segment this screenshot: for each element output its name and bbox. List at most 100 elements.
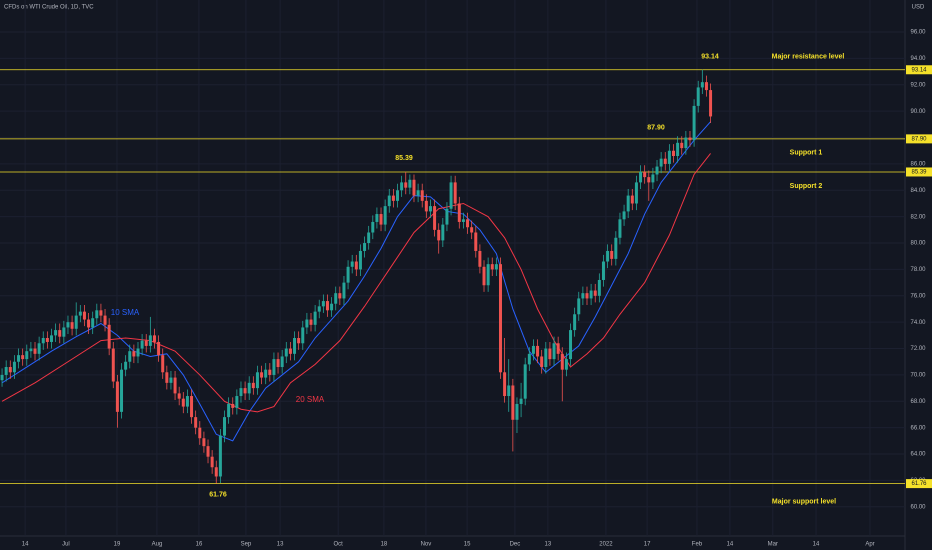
candle-body (107, 324, 111, 349)
candle-body (643, 171, 647, 178)
candle-body (99, 310, 103, 316)
candle-body (527, 353, 531, 365)
candle-body (490, 264, 494, 270)
candle-body (276, 359, 280, 368)
candle-body (301, 327, 305, 344)
candle-body (416, 190, 420, 196)
candle-body (181, 398, 185, 407)
level-name-label: Major support level (772, 498, 836, 505)
candle-body (494, 264, 498, 270)
candle-body (601, 261, 605, 280)
candle-body (610, 250, 614, 259)
candle-body (700, 82, 704, 88)
candle-body (185, 396, 189, 407)
candle-body (515, 403, 519, 420)
candle-body (140, 340, 144, 349)
x-tick-label: 14 (727, 542, 734, 548)
x-tick-label: 18 (381, 542, 388, 548)
candle-body (111, 348, 115, 382)
price-tag (906, 65, 932, 75)
candle-body (202, 438, 206, 447)
price-tag (906, 479, 932, 489)
candle-body (647, 177, 651, 183)
y-tick-label: 82.00 (910, 214, 926, 220)
candle-body (552, 343, 556, 360)
candle-body (428, 206, 432, 212)
level-value-label: 61.76 (209, 491, 227, 498)
candle-body (29, 348, 33, 352)
candle-body (91, 318, 95, 328)
candle-body (231, 403, 235, 408)
candle-body (338, 293, 342, 299)
candle-body (548, 348, 552, 360)
candle-body (507, 385, 511, 397)
candle-body (383, 206, 387, 225)
y-tick-label: 84.00 (910, 188, 926, 194)
candle-body (540, 356, 544, 368)
candle-body (45, 338, 49, 342)
currency-label: USD (912, 5, 925, 11)
x-tick-label: 13 (545, 542, 552, 548)
candle-body (371, 221, 375, 233)
candle-body (667, 150, 671, 164)
candle-body (536, 345, 540, 357)
candle-body (210, 456, 214, 468)
candle-body (466, 219, 470, 228)
candle-body (358, 250, 362, 270)
candle-body (391, 195, 395, 201)
candle-body (363, 243, 367, 251)
price-tag (906, 134, 932, 144)
candle-body (313, 311, 317, 325)
candle-body (618, 219, 622, 238)
x-tick-label: 15 (464, 542, 471, 548)
candle-body (470, 227, 474, 233)
candle-body (264, 369, 268, 378)
candle-body (33, 348, 37, 354)
y-tick-label: 68.00 (910, 399, 926, 405)
candle-body (173, 377, 177, 394)
candle-body (622, 211, 626, 220)
candle-body (49, 335, 53, 342)
candle-body (676, 142, 680, 157)
candle-body (260, 372, 264, 378)
candle-body (564, 359, 568, 370)
level-name-label: Major resistance level (772, 54, 845, 61)
candle-body (589, 290, 593, 299)
candle-body (606, 250, 610, 262)
candle-body (342, 282, 346, 299)
candle-body (396, 190, 400, 201)
candle-body (280, 356, 284, 368)
level-value-label: 85.39 (395, 155, 413, 162)
x-tick-label: Apr (865, 542, 874, 548)
candle-body (78, 311, 82, 316)
candle-body (115, 381, 119, 412)
candle-body (659, 158, 663, 167)
candle-body (671, 150, 675, 157)
candle-body (103, 315, 107, 325)
candle-body (453, 182, 457, 204)
x-tick-label: 16 (196, 542, 203, 548)
candle-body (161, 355, 165, 373)
candle-body (573, 314, 577, 331)
candle-body (474, 232, 478, 251)
candle-body (4, 367, 8, 375)
candle-body (597, 279, 601, 296)
x-tick-label: 2022 (599, 542, 613, 548)
candle-body (696, 87, 700, 106)
candle-body (293, 338, 297, 354)
candle-body (330, 303, 334, 311)
candle-body (148, 335, 152, 346)
candle-body (12, 361, 16, 373)
candle-body (309, 319, 313, 325)
candle-body (251, 382, 255, 389)
candle-body (400, 182, 404, 191)
candle-body (375, 214, 379, 222)
sma-line (1, 121, 711, 442)
y-tick-label: 66.00 (910, 425, 926, 431)
candle-body (54, 330, 58, 336)
candle-body (165, 372, 169, 383)
x-tick-label: Nov (421, 542, 432, 548)
candle-body (614, 237, 618, 259)
x-tick-label: Sep (241, 542, 252, 548)
candle-body (62, 327, 66, 337)
